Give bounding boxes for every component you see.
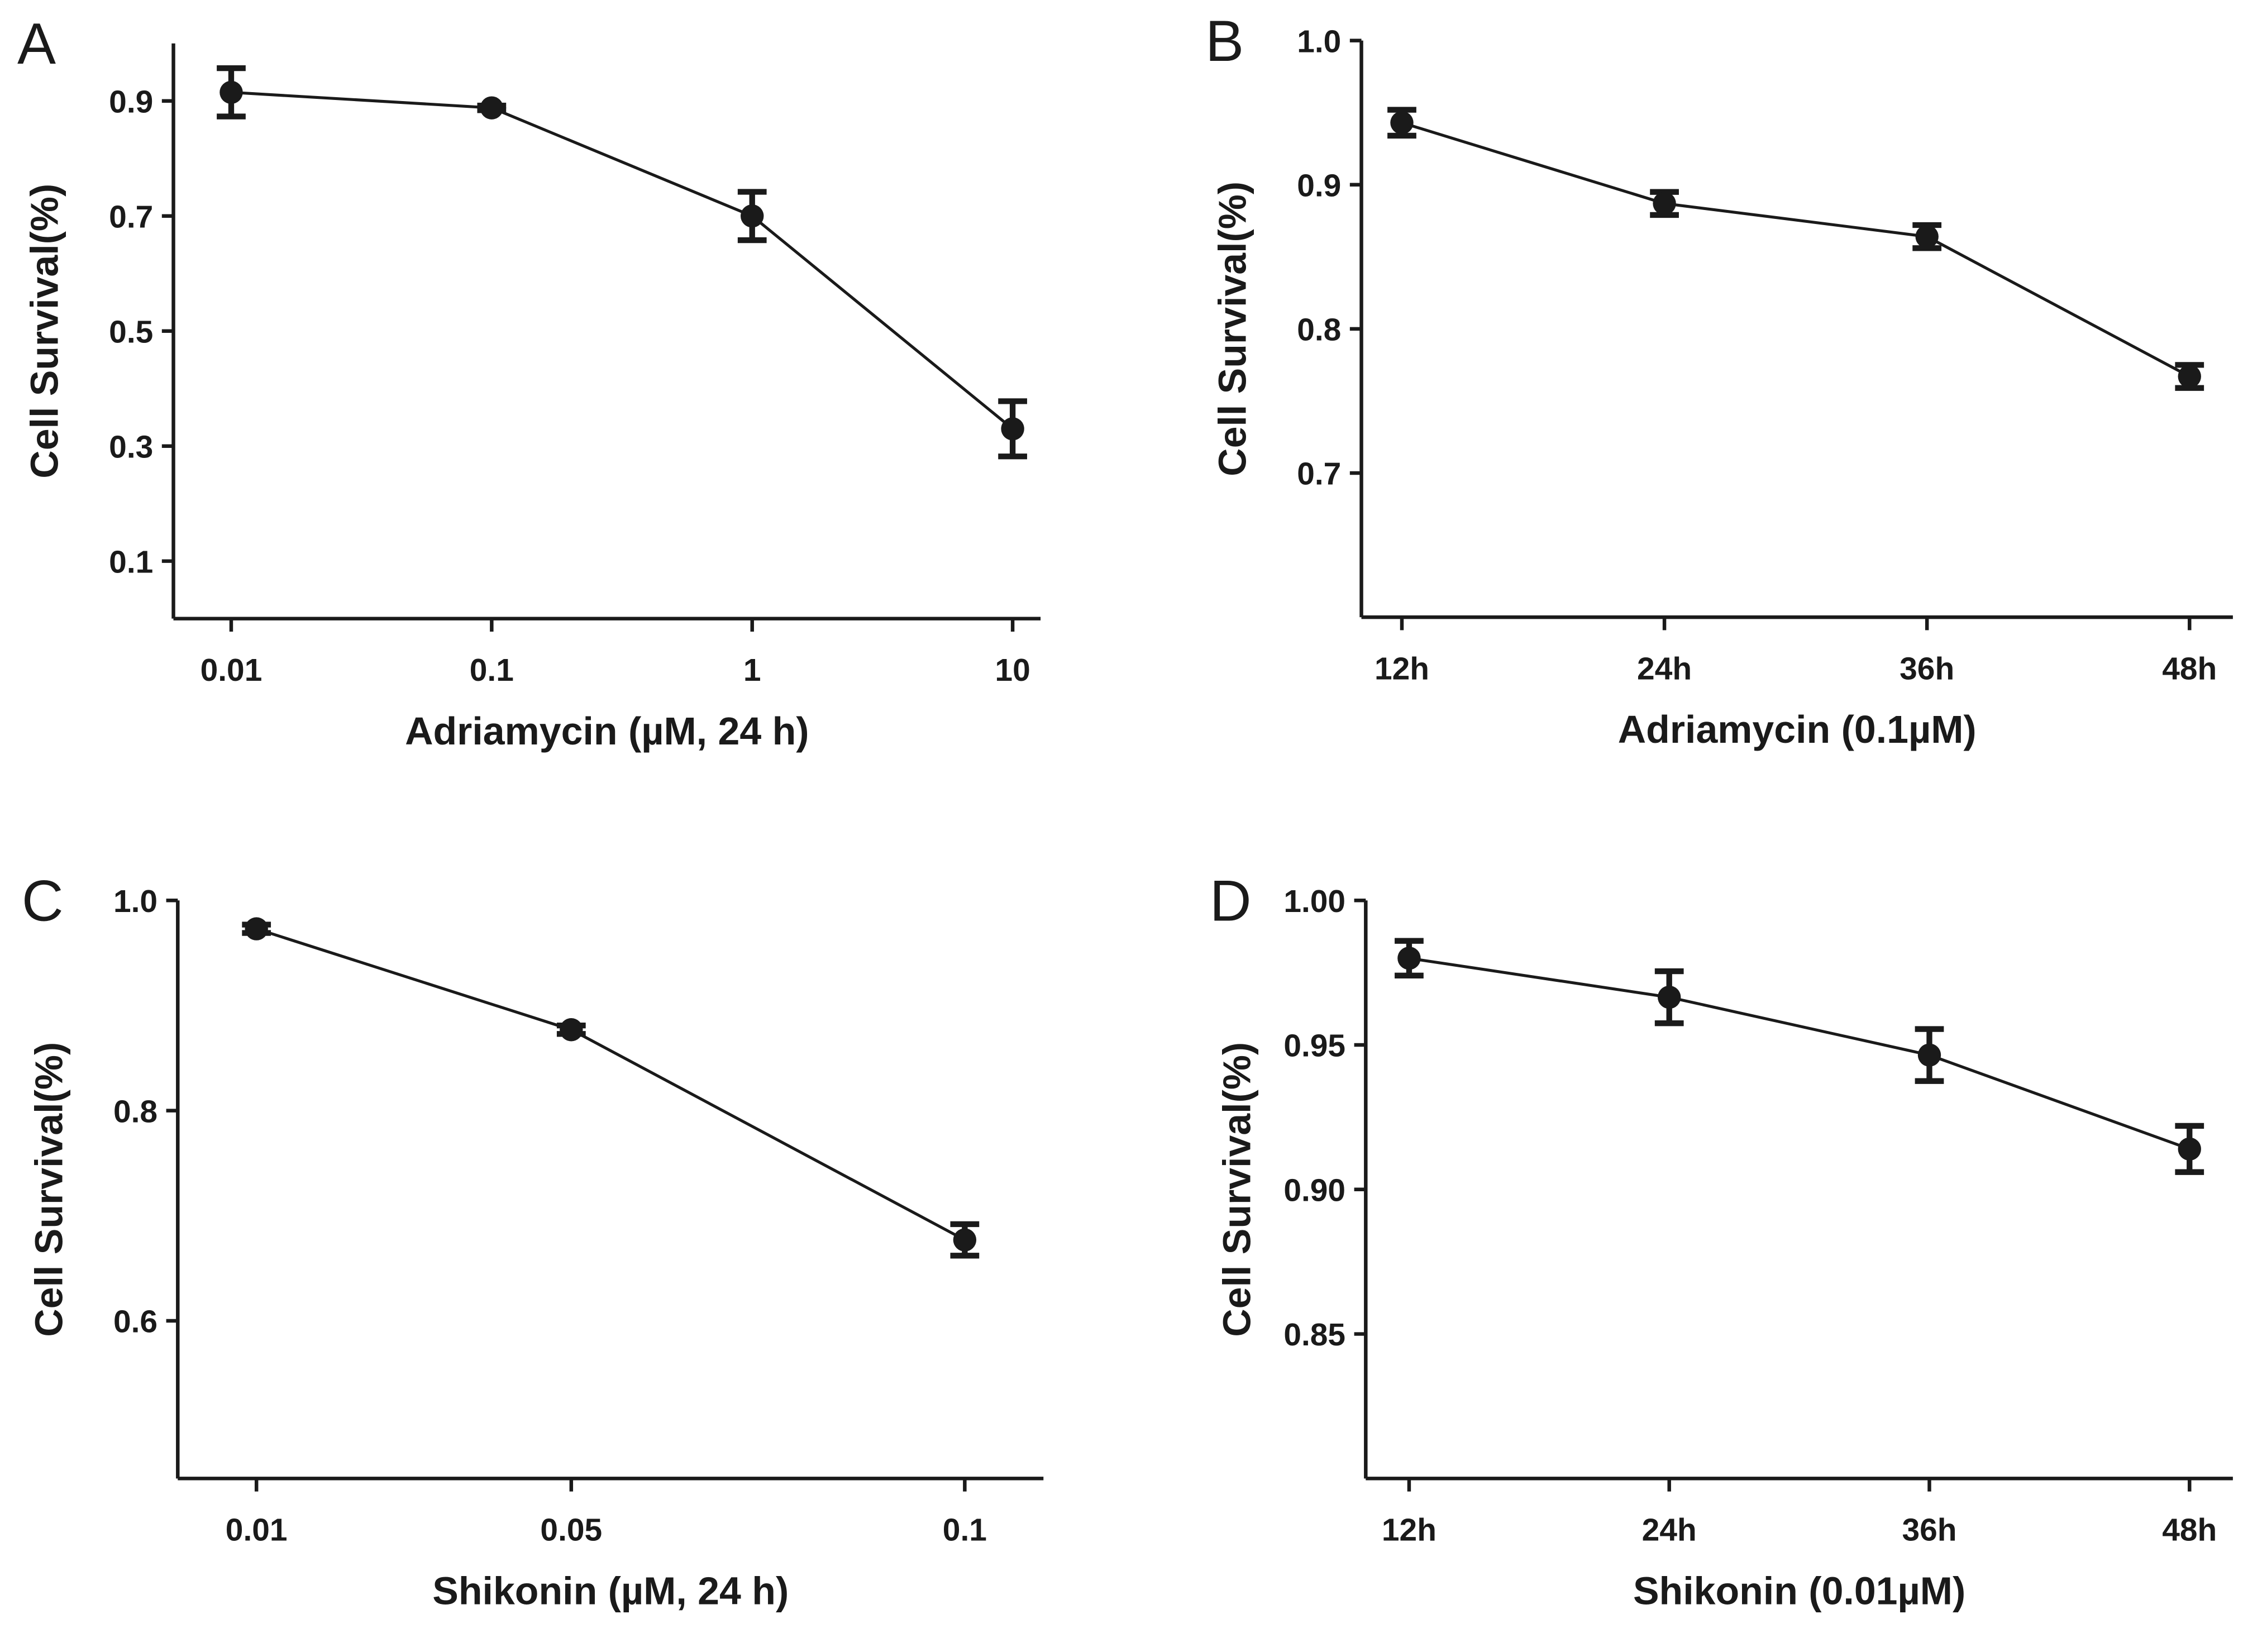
x-tick-label: 1 <box>743 652 761 688</box>
data-point <box>1658 985 1681 1009</box>
x-axis-title: Shikonin (0.01µM) <box>1633 1569 1965 1612</box>
y-tick-label: 0.8 <box>1297 312 1341 348</box>
x-tick-label: 0.1 <box>470 652 514 688</box>
x-tick-label: 36h <box>1900 651 1954 686</box>
data-point <box>741 204 764 228</box>
data-point <box>1001 417 1024 441</box>
x-tick-label: 0.05 <box>540 1512 602 1548</box>
x-tick-label: 48h <box>2162 1512 2217 1548</box>
x-tick-label: 0.01 <box>226 1512 288 1548</box>
x-tick-label: 48h <box>2162 651 2217 686</box>
y-axis-title: Cell Survival(%) <box>23 184 66 479</box>
y-tick-label: 0.9 <box>109 84 153 120</box>
y-tick-label: 0.3 <box>109 429 153 465</box>
y-tick-label: 0.5 <box>109 314 153 350</box>
y-tick-label: 1.0 <box>1297 23 1341 59</box>
y-tick-label: 1.00 <box>1283 884 1345 919</box>
x-tick-label: 0.1 <box>943 1512 987 1548</box>
panel-label: C <box>22 868 64 933</box>
data-point <box>2178 1137 2201 1161</box>
x-axis-title: Adriamycin (µM, 24 h) <box>405 709 809 753</box>
y-tick-label: 0.6 <box>113 1304 158 1340</box>
x-tick-label: 10 <box>995 652 1030 688</box>
data-line <box>1401 121 2190 378</box>
data-point <box>480 96 504 120</box>
x-axis-title: Adriamycin (0.1µM) <box>1618 708 1977 751</box>
panel-label: A <box>17 11 56 76</box>
data-point <box>1653 192 1676 215</box>
data-point <box>245 917 268 940</box>
y-tick-label: 0.7 <box>109 199 153 235</box>
data-point <box>1390 111 1414 135</box>
data-point <box>2178 365 2201 388</box>
x-tick-label: 12h <box>1375 651 1429 686</box>
y-axis-title: Cell Survival(%) <box>27 1042 70 1337</box>
y-tick-label: 0.90 <box>1283 1172 1345 1208</box>
x-tick-label: 36h <box>1902 1512 1956 1548</box>
y-tick-label: 0.1 <box>109 544 153 580</box>
y-tick-label: 0.7 <box>1297 456 1341 492</box>
x-tick-label: 0.01 <box>201 652 263 688</box>
data-point <box>560 1018 583 1042</box>
data-point <box>219 80 243 104</box>
y-tick-label: 0.95 <box>1283 1028 1345 1064</box>
data-point <box>1397 947 1421 970</box>
x-tick-label: 24h <box>1637 651 1692 686</box>
data-line <box>1409 957 2190 1150</box>
y-tick-label: 1.0 <box>113 884 158 919</box>
y-tick-label: 0.9 <box>1297 168 1341 203</box>
data-point <box>1915 225 1939 249</box>
y-axis-title: Cell Survival(%) <box>1215 1042 1258 1337</box>
panel-label: B <box>1205 8 1244 73</box>
x-tick-label: 24h <box>1642 1512 1697 1548</box>
panel-label: D <box>1210 868 1252 933</box>
y-axis-title: Cell Survival(%) <box>1211 182 1254 476</box>
data-point <box>1917 1043 1941 1067</box>
data-line <box>231 90 1014 430</box>
data-line <box>256 927 966 1242</box>
y-tick-label: 0.8 <box>113 1094 158 1129</box>
x-tick-label: 12h <box>1382 1512 1437 1548</box>
x-axis-title: Shikonin (µM, 24 h) <box>432 1569 789 1612</box>
data-point <box>953 1228 977 1252</box>
y-tick-label: 0.85 <box>1283 1317 1345 1353</box>
